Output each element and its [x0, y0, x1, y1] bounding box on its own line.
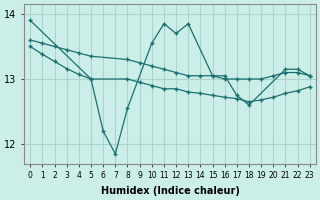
- X-axis label: Humidex (Indice chaleur): Humidex (Indice chaleur): [100, 186, 239, 196]
